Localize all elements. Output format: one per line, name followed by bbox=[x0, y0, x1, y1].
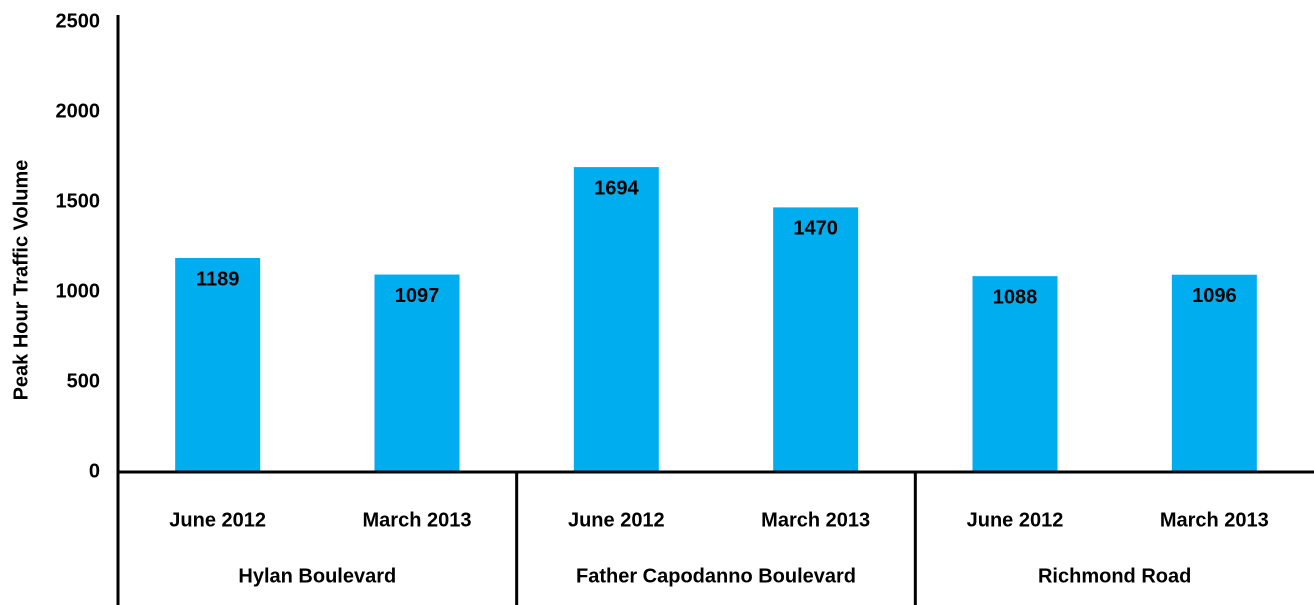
bar bbox=[773, 207, 859, 472]
group-label: Father Capodanno Boulevard bbox=[576, 565, 856, 587]
y-tick-label: 500 bbox=[67, 370, 100, 392]
y-tick-label: 2000 bbox=[56, 100, 101, 122]
bar bbox=[1171, 274, 1257, 472]
x-tick-label: June 2012 bbox=[568, 509, 665, 531]
value-label: 1096 bbox=[1192, 285, 1237, 307]
bar bbox=[573, 167, 659, 472]
value-label: 1189 bbox=[196, 268, 239, 290]
value-label: 1694 bbox=[594, 177, 639, 199]
group-label: Richmond Road bbox=[1038, 565, 1191, 587]
x-tick-label: June 2012 bbox=[169, 509, 266, 531]
x-tick-label: June 2012 bbox=[967, 509, 1064, 531]
value-label: 1470 bbox=[793, 218, 838, 240]
y-tick-label: 2500 bbox=[56, 10, 101, 32]
y-tick-label: 1000 bbox=[56, 280, 101, 302]
value-label: 1088 bbox=[993, 286, 1038, 308]
y-tick-label: 1500 bbox=[56, 190, 101, 212]
y-axis-label: Peak Hour Traffic Volume bbox=[10, 160, 32, 401]
x-tick-label: March 2013 bbox=[363, 509, 472, 531]
value-label: 1097 bbox=[395, 285, 440, 307]
x-tick-label: March 2013 bbox=[1160, 509, 1269, 531]
y-tick-label: 0 bbox=[89, 460, 100, 482]
bar bbox=[972, 276, 1058, 472]
group-label: Hylan Boulevard bbox=[238, 565, 396, 587]
bar bbox=[374, 274, 460, 472]
bar bbox=[175, 257, 261, 472]
x-tick-label: March 2013 bbox=[761, 509, 870, 531]
